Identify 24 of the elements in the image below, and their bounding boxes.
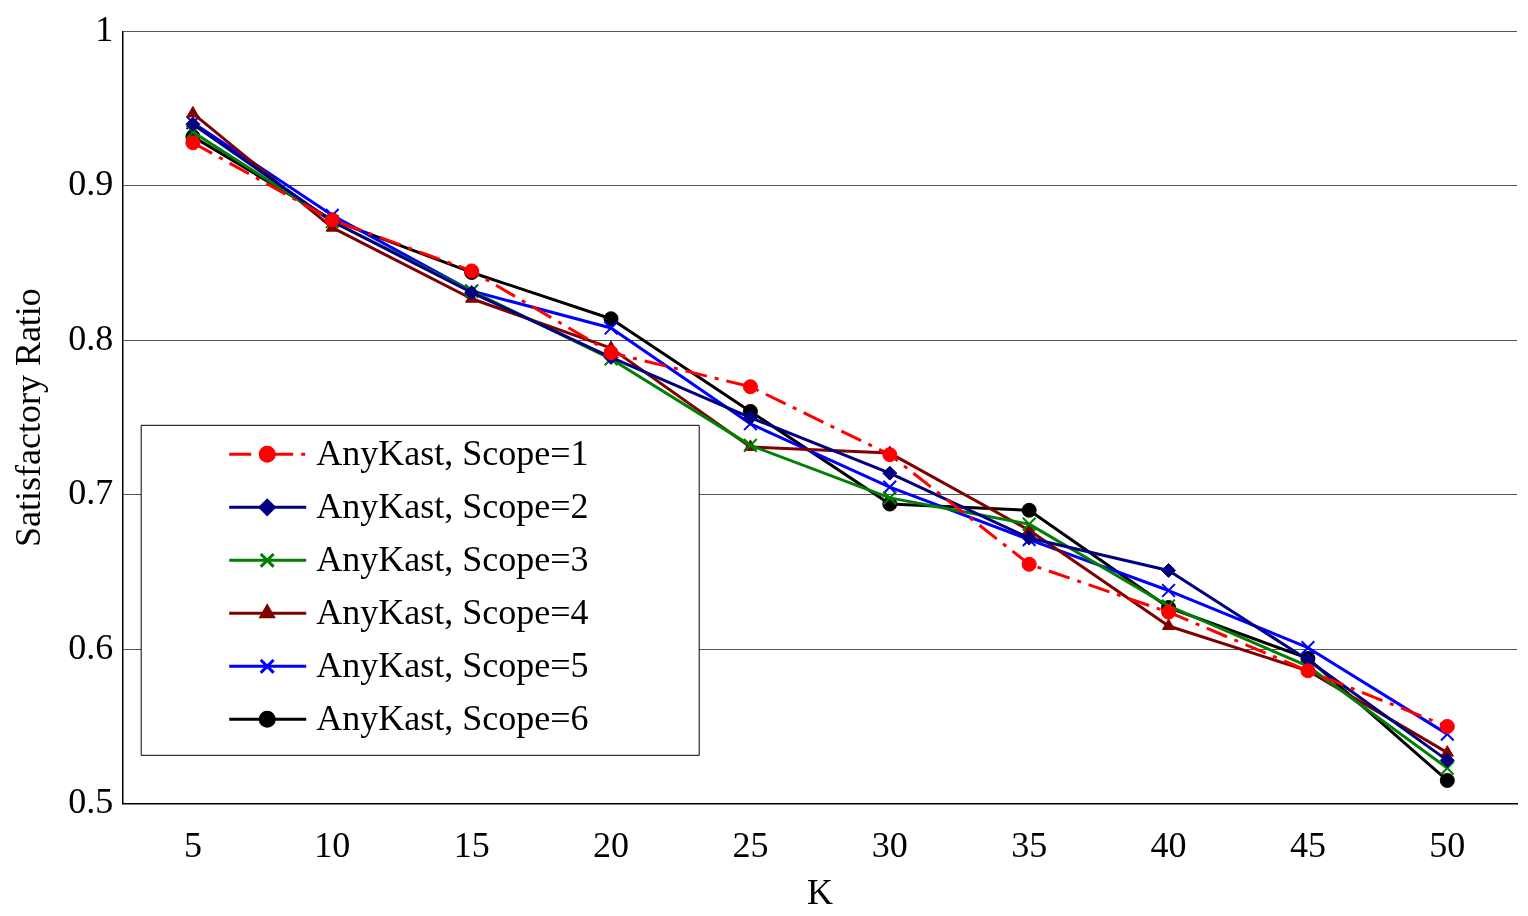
y-tick-label: 0.5 (68, 781, 114, 822)
legend-label: AnyKast, Scope=2 (316, 485, 589, 526)
y-tick-label: 0.6 (68, 626, 114, 667)
legend-label: AnyKast, Scope=5 (316, 644, 589, 685)
x-tick-label: 5 (183, 824, 202, 865)
legend-label: AnyKast, Scope=4 (316, 591, 589, 632)
x-tick-label: 50 (1429, 824, 1466, 865)
x-tick-label: 30 (871, 824, 908, 865)
x-tick-label: 25 (732, 824, 769, 865)
y-tick-label: 0.8 (68, 317, 114, 358)
x-tick-label: 20 (593, 824, 630, 865)
x-tick-label: 15 (453, 824, 490, 865)
x-tick-label: 45 (1289, 824, 1326, 865)
y-axis-title: Satisfactory Ratio (8, 288, 49, 548)
y-tick-label: 0.7 (68, 472, 114, 513)
legend-label: AnyKast, Scope=1 (316, 432, 589, 473)
x-tick-label: 40 (1150, 824, 1187, 865)
y-tick-label: 1 (95, 9, 114, 50)
legend-label: AnyKast, Scope=3 (316, 538, 589, 579)
x-tick-label: 10 (314, 824, 351, 865)
y-tick-label: 0.9 (68, 163, 114, 204)
x-axis-title: K (807, 871, 834, 912)
legend-label: AnyKast, Scope=6 (316, 697, 589, 738)
x-tick-label: 35 (1011, 824, 1048, 865)
